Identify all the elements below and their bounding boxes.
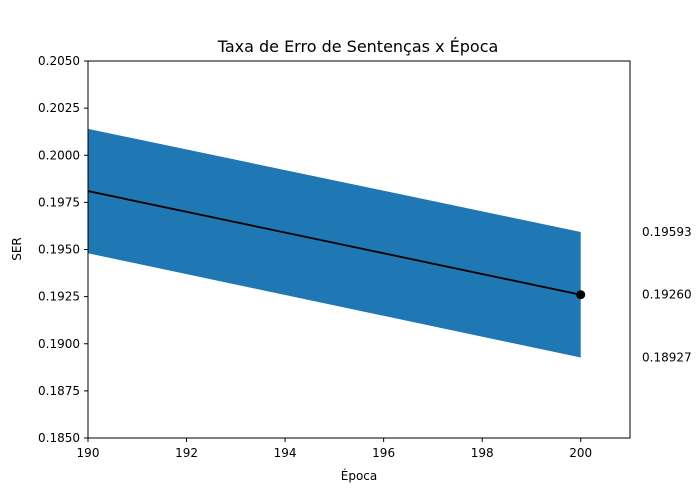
- right-value-label: 0.19260: [642, 288, 692, 302]
- y-tick-label: 0.1875: [38, 384, 80, 398]
- x-tick-label: 196: [372, 446, 395, 460]
- x-tick-label: 198: [471, 446, 494, 460]
- right-value-label: 0.18927: [642, 351, 692, 365]
- y-tick-label: 0.2050: [38, 54, 80, 68]
- series-line: [87, 190, 581, 296]
- x-tick-label: 200: [569, 446, 592, 460]
- right-value-label: 0.19593: [642, 225, 692, 239]
- series-line-layer: [87, 190, 586, 300]
- y-tick-label: 0.2000: [38, 148, 80, 162]
- y-tick-label: 0.1950: [38, 243, 80, 257]
- y-axis-title: SER: [10, 237, 24, 261]
- y-tick-label: 0.1925: [38, 290, 80, 304]
- x-axis-ticks: 190 192 194 196 198 200: [77, 438, 592, 460]
- x-axis-title: Época: [341, 468, 378, 483]
- chart-title: Taxa de Erro de Sentenças x Época: [217, 37, 499, 56]
- y-tick-label: 0.2025: [38, 101, 80, 115]
- y-tick-label: 0.1900: [38, 337, 80, 351]
- end-point-marker: [576, 290, 586, 300]
- right-value-labels: 0.19593 0.19260 0.18927: [642, 225, 692, 365]
- y-tick-label: 0.1975: [38, 195, 80, 209]
- y-tick-label: 0.1850: [38, 431, 80, 445]
- x-tick-label: 190: [77, 446, 100, 460]
- x-tick-label: 194: [274, 446, 297, 460]
- x-tick-label: 192: [175, 446, 198, 460]
- y-axis-ticks: 0.1850 0.1875 0.1900 0.1925 0.1950 0.1975 0.20…: [38, 54, 88, 445]
